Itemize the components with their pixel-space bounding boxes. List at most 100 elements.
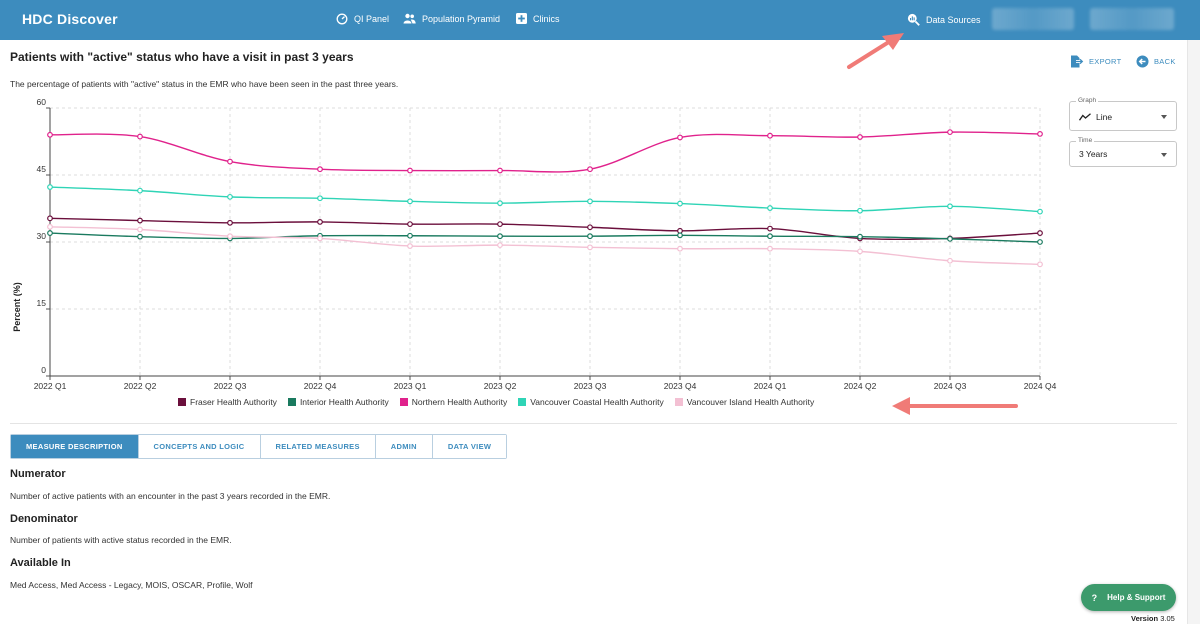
question-icon: ? bbox=[1091, 592, 1098, 603]
x-tick-label: 2024 Q1 bbox=[754, 381, 787, 391]
export-button[interactable]: EXPORT bbox=[1070, 55, 1122, 68]
legend-swatch bbox=[178, 398, 186, 406]
legend-swatch bbox=[287, 398, 296, 406]
export-label: EXPORT bbox=[1089, 57, 1122, 66]
annotation-arrow-legend bbox=[892, 397, 1018, 415]
data-point bbox=[767, 233, 773, 240]
data-point bbox=[497, 200, 503, 207]
tab-concepts-and-logic[interactable]: CONCEPTS AND LOGIC bbox=[138, 435, 261, 458]
app-title[interactable]: HDC Discover bbox=[22, 11, 118, 27]
nav-qi-panel[interactable]: QI Panel bbox=[336, 13, 389, 25]
legend-item-northern[interactable]: Northern Health Authority bbox=[399, 397, 507, 407]
data-point bbox=[227, 233, 233, 240]
data-point bbox=[587, 166, 593, 173]
nav-population-pyramid-label: Population Pyramid bbox=[422, 13, 501, 24]
x-tick-label: 2022 Q3 bbox=[214, 381, 247, 391]
back-button[interactable]: BACK bbox=[1136, 55, 1176, 68]
legend-swatch bbox=[674, 398, 683, 406]
data-point bbox=[227, 219, 233, 226]
data-point bbox=[677, 232, 683, 239]
tab-data-view[interactable]: DATA VIEW bbox=[432, 435, 507, 458]
plus-square-icon bbox=[516, 13, 527, 24]
y-tick-label: 0 bbox=[41, 365, 46, 375]
data-point bbox=[767, 245, 773, 252]
chevron-down-icon bbox=[1161, 153, 1167, 157]
redacted-account-menu[interactable] bbox=[1090, 8, 1174, 30]
page-scrollbar[interactable] bbox=[1187, 40, 1200, 624]
nav-qi-panel-label: QI Panel bbox=[354, 14, 390, 24]
legend-item-interior[interactable]: Interior Health Authority bbox=[287, 397, 389, 407]
chart-series-group bbox=[47, 129, 1043, 268]
back-label: BACK bbox=[1154, 57, 1176, 66]
time-range-select[interactable]: Time 3 Years bbox=[1069, 137, 1177, 167]
nav-clinics-label: Clinics bbox=[533, 13, 560, 24]
data-point bbox=[407, 232, 413, 239]
data-point bbox=[1037, 239, 1043, 245]
legend-item-fraser[interactable]: Fraser Health Authority bbox=[178, 397, 277, 407]
data-point bbox=[137, 217, 143, 224]
data-point bbox=[947, 235, 953, 242]
legend-swatch bbox=[518, 398, 527, 406]
x-tick-label: 2024 Q4 bbox=[1024, 381, 1057, 391]
numerator-heading: Numerator bbox=[10, 468, 66, 480]
graph-select-text: Line bbox=[1096, 112, 1113, 122]
y-tick-label: 45 bbox=[37, 164, 47, 174]
series-line bbox=[49, 131, 1041, 173]
data-point bbox=[407, 167, 413, 174]
data-point bbox=[317, 235, 323, 242]
data-point bbox=[497, 221, 503, 228]
redacted-user-info bbox=[992, 8, 1074, 30]
data-point bbox=[857, 248, 863, 255]
data-point bbox=[497, 167, 503, 174]
data-point bbox=[497, 242, 503, 249]
data-point bbox=[857, 134, 863, 140]
tab-related-measures[interactable]: RELATED MEASURES bbox=[260, 435, 376, 458]
nav-data-sources-label: Data Sources bbox=[926, 14, 981, 25]
legend-item-vancouver-coastal[interactable]: Vancouver Coastal Health Authority bbox=[518, 397, 664, 407]
y-axis-label: Percent (%) bbox=[12, 282, 22, 332]
section-divider bbox=[10, 423, 1177, 424]
x-tick-label: 2022 Q1 bbox=[34, 381, 67, 391]
data-point bbox=[137, 233, 143, 240]
data-point bbox=[407, 243, 413, 249]
graph-type-select[interactable]: Graph Line bbox=[1069, 97, 1177, 131]
tab-admin[interactable]: ADMIN bbox=[375, 435, 433, 458]
data-point bbox=[1037, 230, 1043, 236]
data-point bbox=[767, 132, 773, 139]
data-point bbox=[1037, 131, 1043, 137]
line-chart-icon bbox=[1079, 113, 1091, 121]
chart-legend: Fraser Health Authority Interior Health … bbox=[178, 397, 814, 407]
legend-swatch bbox=[399, 398, 408, 406]
page-title: Patients with "active" status who have a… bbox=[10, 50, 354, 64]
data-point bbox=[137, 133, 143, 140]
data-point bbox=[497, 233, 503, 240]
chevron-down-icon bbox=[1161, 115, 1167, 119]
graph-select-label: Graph bbox=[1076, 97, 1099, 104]
x-tick-label: 2022 Q2 bbox=[124, 381, 157, 391]
tab-measure-description[interactable]: MEASURE DESCRIPTION bbox=[11, 435, 139, 458]
help-support-button[interactable]: ? Help & Support bbox=[1081, 584, 1176, 611]
nav-clinics[interactable]: Clinics bbox=[516, 13, 560, 24]
data-point bbox=[857, 233, 863, 240]
legend-label: Vancouver Island Health Authority bbox=[686, 397, 815, 407]
series-line bbox=[49, 186, 1041, 213]
nav-data-sources[interactable]: Data Sources bbox=[907, 13, 981, 26]
y-tick-label: 15 bbox=[37, 298, 47, 308]
x-tick-label: 2024 Q3 bbox=[934, 381, 967, 391]
data-point bbox=[767, 205, 773, 211]
denominator-heading: Denominator bbox=[10, 513, 78, 525]
data-point bbox=[137, 187, 143, 194]
data-point bbox=[407, 221, 413, 228]
y-tick-label: 30 bbox=[37, 231, 47, 241]
graph-select-value: Line bbox=[1079, 112, 1112, 122]
data-point bbox=[317, 166, 323, 173]
series-line bbox=[49, 226, 1041, 266]
page-subtitle: The percentage of patients with "active"… bbox=[10, 79, 399, 89]
data-point bbox=[1037, 261, 1043, 268]
x-tick-label: 2022 Q4 bbox=[304, 381, 337, 391]
time-select-label: Time bbox=[1076, 137, 1095, 144]
denominator-text: Number of patients with active status re… bbox=[10, 535, 232, 545]
data-point bbox=[767, 225, 773, 232]
legend-item-vancouver-island[interactable]: Vancouver Island Health Authority bbox=[674, 397, 815, 407]
nav-population-pyramid[interactable]: Population Pyramid bbox=[403, 13, 500, 24]
